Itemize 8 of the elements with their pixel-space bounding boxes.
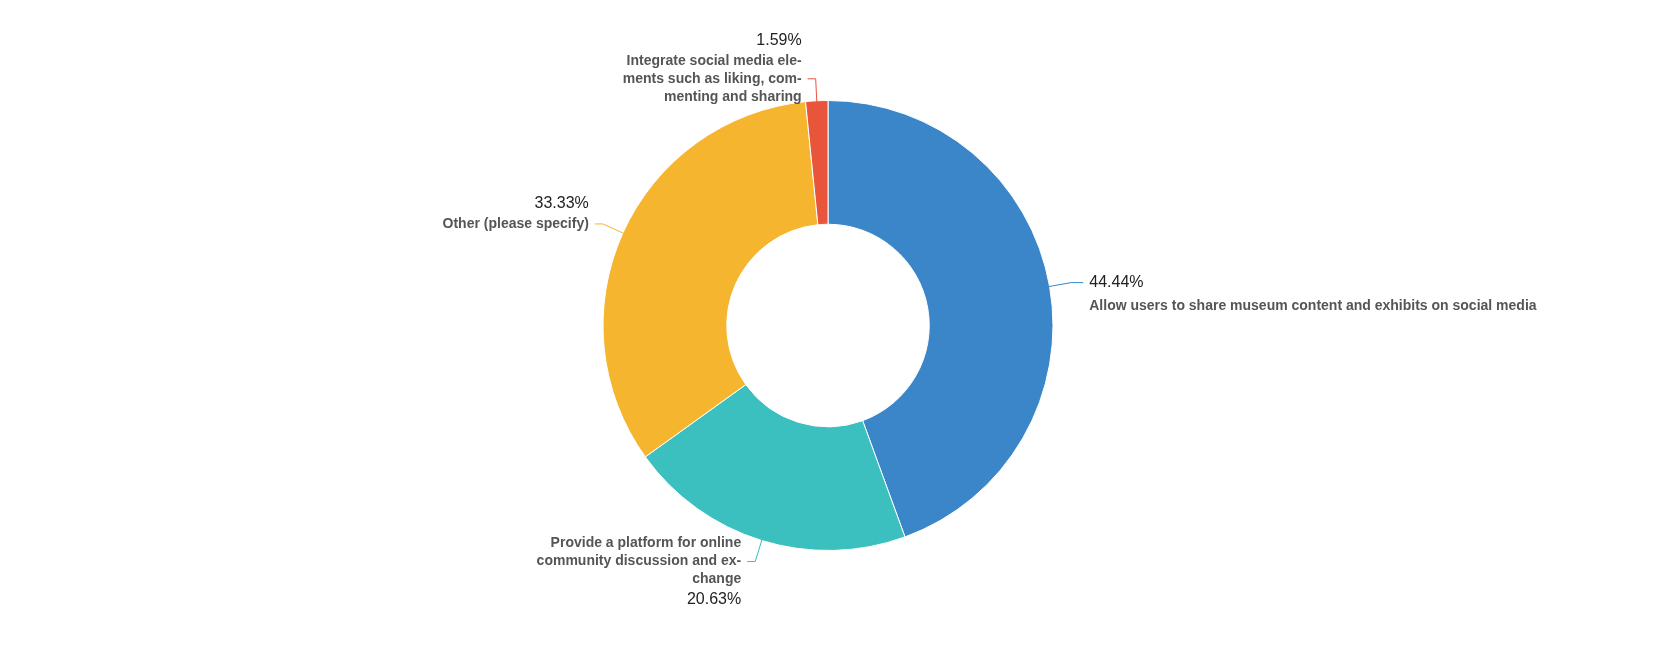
slice-label: Integrate social media ele- ments such as liking, com- menting and sharing (622, 51, 802, 104)
slice-label: Allow users to share museum content and exhibits on social media (1089, 297, 1537, 314)
slice-label: Provide a platform for online community discussion and ex- change (536, 534, 742, 587)
slice-label: Other (please specify) (442, 214, 589, 231)
data-label: 20.63% (686, 589, 742, 607)
data-label: 44.44% (1089, 273, 1144, 291)
data-label: 33.33% (534, 194, 589, 212)
data-label: 1.59% (756, 31, 802, 49)
